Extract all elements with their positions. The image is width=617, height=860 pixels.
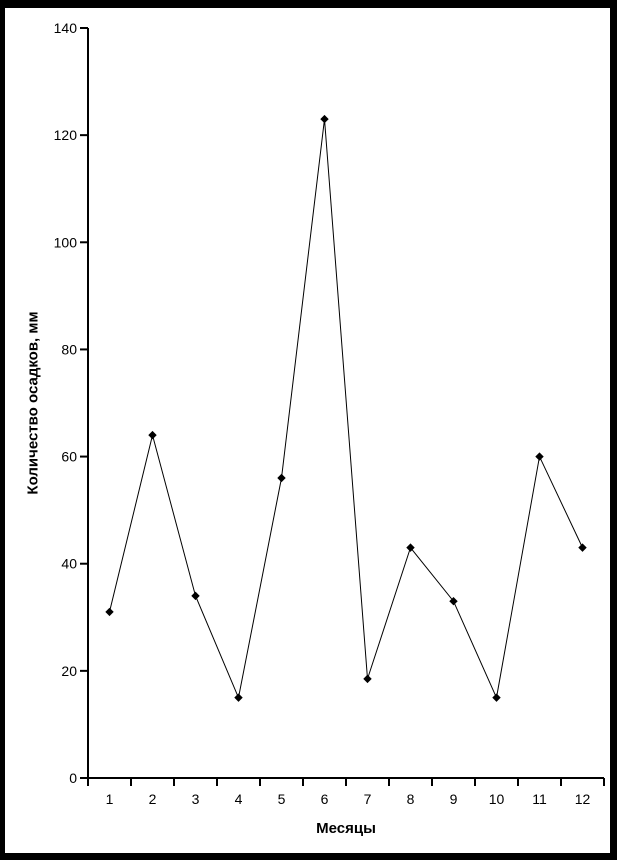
x-tick-label: 11 — [532, 791, 547, 807]
x-tick-label: 12 — [575, 791, 591, 807]
data-point-marker — [105, 607, 114, 617]
data-point-marker — [449, 597, 458, 606]
x-tick-label: 5 — [278, 791, 286, 807]
data-point-marker — [492, 693, 501, 702]
y-tick-label: 140 — [54, 20, 78, 36]
data-point-marker — [535, 452, 544, 461]
data-point-marker — [406, 543, 415, 552]
y-tick-label: 80 — [61, 341, 77, 357]
y-tick-label: 60 — [61, 449, 77, 465]
data-point-marker — [277, 473, 286, 483]
x-tick-label: 8 — [407, 791, 415, 807]
x-tick-label: 10 — [489, 791, 505, 807]
data-line — [109, 119, 583, 700]
y-tick-label: 20 — [61, 663, 77, 679]
data-point-marker — [320, 114, 329, 124]
y-tick-label: 100 — [54, 234, 78, 250]
x-tick-label: 7 — [364, 791, 372, 807]
data-point-marker — [234, 693, 243, 702]
x-tick-label: 6 — [321, 791, 329, 807]
x-axis-title: Месяцы — [316, 820, 376, 837]
x-tick-label: 3 — [192, 791, 200, 807]
y-axis-title: Количество осадков, мм — [24, 311, 41, 494]
x-tick-label: 1 — [106, 791, 114, 807]
data-point-marker — [363, 674, 372, 684]
y-tick-label: 0 — [69, 770, 77, 786]
y-tick-label: 120 — [54, 127, 78, 143]
x-tick-label: 4 — [235, 791, 243, 807]
x-tick-label: 2 — [149, 791, 157, 807]
data-point-marker — [191, 591, 200, 601]
data-point-marker — [578, 543, 587, 552]
data-point-marker — [148, 430, 157, 440]
y-tick-label: 40 — [61, 556, 77, 572]
x-tick-label: 9 — [450, 791, 458, 807]
